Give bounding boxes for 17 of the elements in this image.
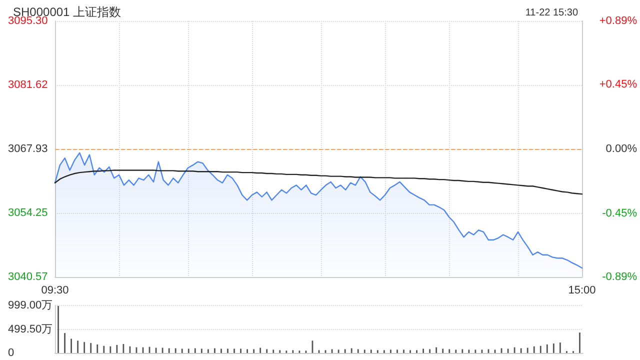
y-tick-label: 3081.62 [8, 78, 48, 91]
y-tick-label: 3054.25 [8, 207, 48, 220]
y2-tick-label: -0.89% [602, 271, 638, 283]
y2-tick-label: +0.89% [599, 15, 638, 27]
y-tick-label: 3040.57 [8, 271, 48, 283]
x-tick-label: 15:00 [568, 284, 596, 296]
y-tick-label: 3067.93 [8, 143, 48, 156]
x-tick-label: 09:30 [41, 284, 69, 296]
y2-tick-label: 0.00% [606, 143, 638, 155]
y-tick-label: 0 [8, 347, 14, 359]
y2-tick-label: +0.45% [599, 78, 638, 90]
y-tick-label: 999.00万 [8, 300, 53, 312]
y-tick-label: 3095.30 [8, 15, 48, 27]
chart-subtitle: 11-22 15:30 [525, 8, 578, 18]
y-tick-label: 499.50万 [8, 323, 53, 336]
y2-tick-label: -0.45% [602, 208, 638, 220]
line-series [54, 170, 583, 195]
